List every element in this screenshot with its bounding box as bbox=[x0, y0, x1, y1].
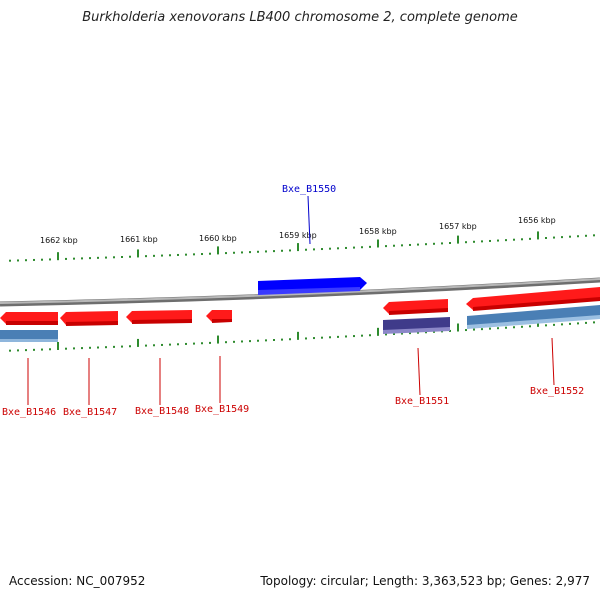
scale-label-1660: 1660 kbp bbox=[199, 234, 237, 243]
scale-label-1657: 1657 kbp bbox=[439, 222, 477, 231]
gene-label-bxe-b1552[interactable]: Bxe_B1552 bbox=[530, 386, 584, 397]
gene-bxe-b1550[interactable] bbox=[258, 195, 367, 295]
gene-bxe-b1547[interactable] bbox=[60, 311, 118, 405]
scale-label-1661: 1661 kbp bbox=[120, 235, 158, 244]
gene-label-bxe-b1549[interactable]: Bxe_B1549 bbox=[195, 404, 249, 415]
map-title: Burkholderia xenovorans LB400 chromosome… bbox=[82, 10, 518, 25]
gene-label-bxe-b1547[interactable]: Bxe_B1547 bbox=[63, 407, 117, 418]
scale-label-1662: 1662 kbp bbox=[40, 236, 78, 245]
gene-label-bxe-b1550[interactable]: Bxe_B1550 bbox=[282, 184, 336, 195]
scale-ticks-outer bbox=[9, 231, 595, 262]
gene-bxe-b1546[interactable] bbox=[0, 312, 58, 405]
gene-label-bxe-b1551[interactable]: Bxe_B1551 bbox=[395, 396, 449, 407]
gene-bxe-b1549[interactable] bbox=[206, 310, 232, 403]
scale-label-1659: 1659 kbp bbox=[279, 231, 317, 240]
scale-label-1658: 1658 kbp bbox=[359, 227, 397, 236]
gene-label-bxe-b1546[interactable]: Bxe_B1546 bbox=[2, 407, 56, 418]
accession-text: Accession: NC_007952 bbox=[9, 574, 146, 588]
genome-summary-text: Topology: circular; Length: 3,363,523 bp… bbox=[260, 574, 590, 588]
gene-bxe-b1552[interactable] bbox=[466, 287, 600, 386]
gene-bxe-b1548[interactable] bbox=[126, 310, 192, 405]
scale-label-1656: 1656 kbp bbox=[518, 216, 556, 225]
gene-bxe-b1551[interactable] bbox=[383, 299, 450, 396]
gene-label-bxe-b1548[interactable]: Bxe_B1548 bbox=[135, 406, 189, 417]
